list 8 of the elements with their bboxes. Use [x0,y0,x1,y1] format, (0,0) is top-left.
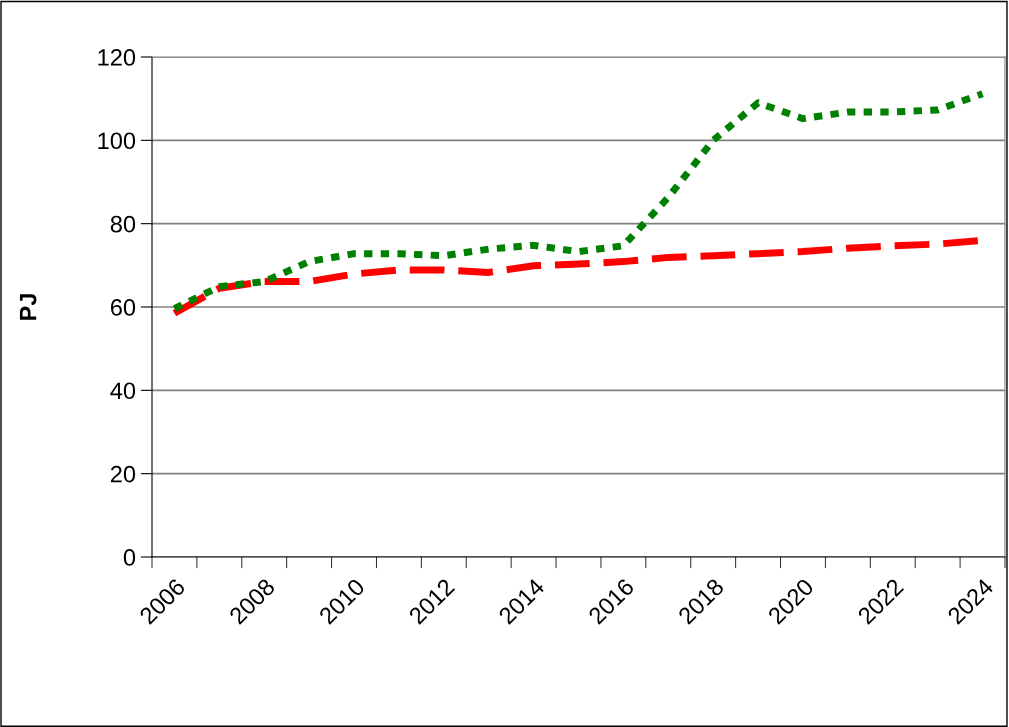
y-tick-label: 60 [110,299,136,316]
y-tick-label: 100 [98,132,136,150]
y-tick-label: 0 [123,549,136,566]
y-tick-label: 80 [110,215,136,233]
y-tick-label: 120 [98,49,136,66]
y-axis-title: PJ [19,294,37,320]
y-tick-label: 20 [110,465,136,483]
y-tick-label: 40 [110,382,136,400]
